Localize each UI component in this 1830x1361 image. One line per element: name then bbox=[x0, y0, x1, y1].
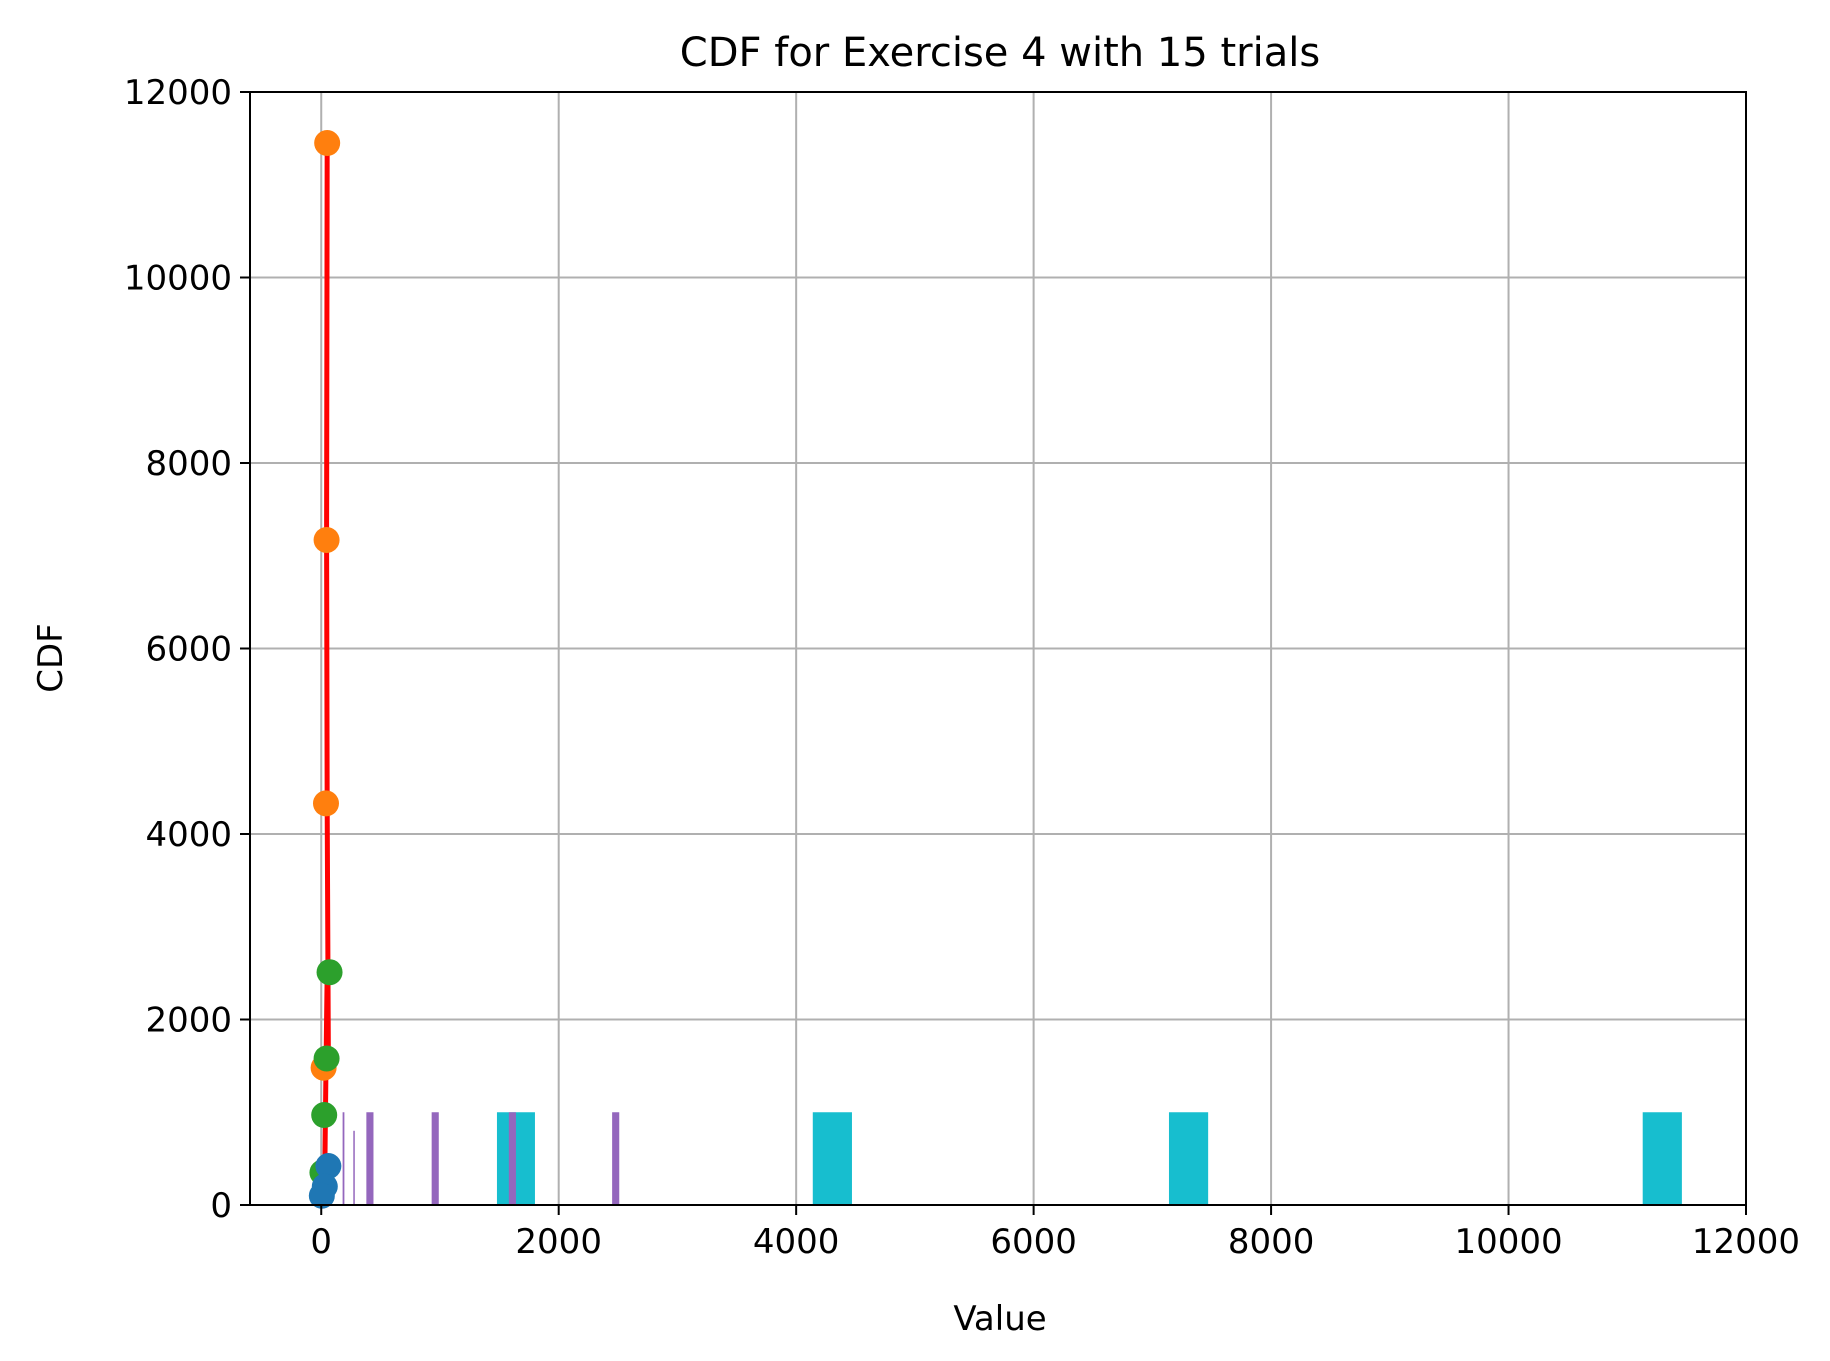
scatter-point bbox=[313, 526, 340, 553]
histogram-bars bbox=[342, 1112, 1682, 1205]
scatter-point bbox=[308, 1182, 335, 1209]
scatter-point bbox=[313, 1045, 340, 1072]
x-axis-label: Value bbox=[953, 1299, 1046, 1339]
chart-title: CDF for Exercise 4 with 15 trials bbox=[680, 30, 1320, 76]
y-tick-label: 0 bbox=[210, 1186, 232, 1226]
histogram-bar bbox=[431, 1112, 439, 1205]
histogram-bar bbox=[1168, 1112, 1209, 1205]
x-tick-label: 2000 bbox=[515, 1222, 602, 1262]
scatter-point bbox=[316, 959, 343, 986]
y-tick-label: 12000 bbox=[124, 73, 232, 113]
x-tick-label: 0 bbox=[310, 1222, 332, 1262]
grid bbox=[250, 91, 1747, 1206]
scatter-point bbox=[315, 1153, 342, 1180]
histogram-bar bbox=[353, 1130, 355, 1205]
histogram-bar bbox=[342, 1112, 345, 1205]
x-tick-label: 8000 bbox=[1228, 1222, 1315, 1262]
scatter-point bbox=[314, 130, 341, 157]
line-series bbox=[319, 143, 331, 1196]
histogram-bar bbox=[612, 1112, 620, 1205]
scatter-points bbox=[308, 130, 343, 1209]
y-tick-label: 4000 bbox=[145, 815, 232, 855]
histogram-bar bbox=[366, 1112, 374, 1205]
axis-ticks: 0 2000 4000 6000 8000 10000 12000 0 2000 4000 6000… bbox=[124, 73, 1800, 1262]
histogram-bar bbox=[1642, 1112, 1682, 1205]
y-tick-label: 10000 bbox=[124, 259, 232, 299]
x-tick-label: 12000 bbox=[1692, 1222, 1800, 1262]
y-axis-label: CDF bbox=[31, 623, 71, 692]
y-tick-label: 6000 bbox=[145, 630, 232, 670]
histogram-bar bbox=[508, 1112, 516, 1205]
x-tick-label: 6000 bbox=[990, 1222, 1077, 1262]
y-tick-label: 8000 bbox=[145, 444, 232, 484]
cdf-line bbox=[319, 143, 331, 1196]
scatter-point bbox=[311, 1102, 338, 1129]
scatter-point bbox=[312, 790, 339, 817]
x-tick-label: 10000 bbox=[1454, 1222, 1562, 1262]
y-tick-label: 2000 bbox=[145, 1001, 232, 1041]
histogram-bar bbox=[812, 1112, 852, 1205]
x-tick-label: 4000 bbox=[753, 1222, 840, 1262]
